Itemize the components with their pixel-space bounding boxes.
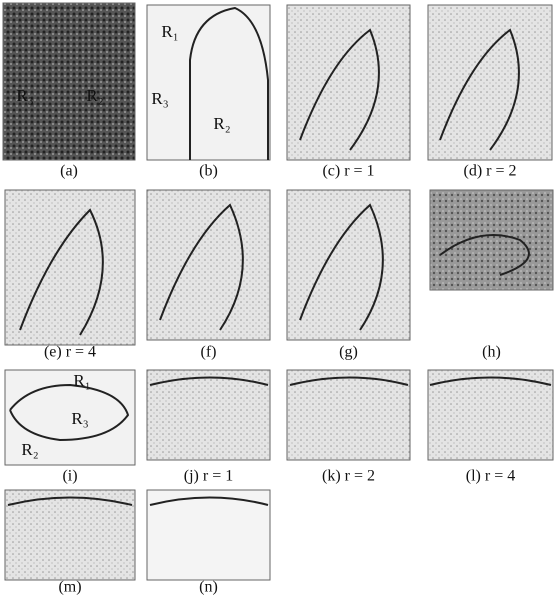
panel: (l) r = 4: [428, 370, 553, 485]
panel-caption: (f): [201, 344, 217, 361]
panel-caption: (n): [199, 579, 218, 596]
panel-image: [147, 370, 270, 460]
panel: R₁ R₃ R₂ (b): [147, 5, 270, 180]
panel-image: [287, 370, 410, 460]
panel-image: [147, 490, 270, 580]
panel-image: [287, 5, 410, 160]
panel-image: [430, 190, 553, 290]
panel: (m): [5, 490, 135, 596]
panel: (d) r = 2: [428, 5, 552, 180]
region-label: R₃: [151, 89, 168, 108]
panel-caption: (d) r = 2: [463, 163, 516, 180]
panel-caption: (a): [60, 163, 78, 180]
region-label: R₂: [213, 114, 230, 133]
panel: (n): [147, 490, 270, 596]
panel-image: [5, 490, 135, 580]
panel: (f): [147, 190, 270, 361]
panel-image: [147, 190, 270, 340]
panel-image: [3, 3, 135, 160]
panel-caption: (k) r = 2: [322, 468, 375, 485]
panel: R₃ R₂ (a): [3, 3, 135, 180]
region-label: R₃: [16, 86, 33, 105]
panel: (j) r = 1: [147, 370, 270, 485]
panel: (e) r = 4: [5, 190, 135, 361]
panel-caption: (g): [339, 344, 358, 361]
panel-image: [428, 370, 553, 460]
region-label: R₁: [161, 22, 178, 41]
figure: R₃ R₂ (a) R₁ R₃ R₂ (b) (c) r = 1 (d) r = 2 (e) r …: [0, 0, 555, 597]
panel-caption: (c) r = 1: [322, 163, 374, 180]
panel-caption: (m): [58, 579, 81, 596]
panel-caption: (i): [62, 468, 77, 485]
region-label: R₃: [71, 409, 88, 428]
panel: (c) r = 1: [287, 5, 410, 180]
panel-image: [428, 5, 552, 160]
panel-caption: (j) r = 1: [184, 468, 233, 485]
panel: (k) r = 2: [287, 370, 410, 485]
panel: (g): [287, 190, 410, 361]
panel-caption: (e) r = 4: [44, 344, 96, 361]
panel-image: [287, 190, 410, 340]
panel-caption: (b): [199, 163, 218, 180]
region-label: R₂: [21, 440, 38, 459]
panel-caption: (h): [482, 344, 501, 361]
panel-caption: (l) r = 4: [466, 468, 515, 485]
panel: R₁ R₃ R₂ (i): [5, 370, 135, 485]
region-label: R₂: [86, 86, 103, 105]
region-label: R₁: [73, 371, 90, 390]
panel-image: [5, 190, 135, 345]
panel: (h): [430, 190, 553, 361]
